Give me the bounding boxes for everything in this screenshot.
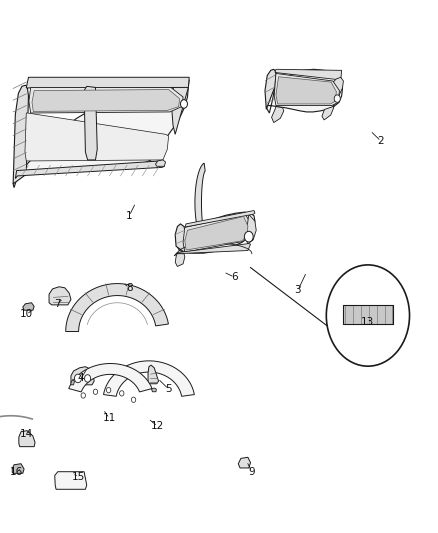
Text: 1: 1 xyxy=(126,211,133,221)
Polygon shape xyxy=(12,464,24,473)
Polygon shape xyxy=(265,69,276,109)
Polygon shape xyxy=(176,212,255,253)
Polygon shape xyxy=(276,77,336,104)
Polygon shape xyxy=(13,86,188,188)
Circle shape xyxy=(106,387,111,393)
Polygon shape xyxy=(322,107,334,120)
Text: 8: 8 xyxy=(126,283,133,293)
Circle shape xyxy=(81,393,85,398)
Polygon shape xyxy=(26,77,189,88)
Polygon shape xyxy=(69,364,152,392)
Circle shape xyxy=(244,231,253,242)
Polygon shape xyxy=(84,86,97,160)
Text: 14: 14 xyxy=(20,430,33,439)
Polygon shape xyxy=(175,254,185,266)
Circle shape xyxy=(74,374,81,383)
Polygon shape xyxy=(155,160,166,166)
Polygon shape xyxy=(19,431,35,447)
Polygon shape xyxy=(183,214,251,252)
Polygon shape xyxy=(246,214,256,244)
Polygon shape xyxy=(275,69,342,80)
Polygon shape xyxy=(185,216,248,250)
Polygon shape xyxy=(343,305,393,324)
Polygon shape xyxy=(266,69,343,113)
Circle shape xyxy=(131,397,136,402)
Circle shape xyxy=(334,95,340,102)
Text: 13: 13 xyxy=(361,318,374,327)
Polygon shape xyxy=(23,303,34,310)
Polygon shape xyxy=(272,107,284,123)
Text: 15: 15 xyxy=(72,472,85,482)
Text: 9: 9 xyxy=(248,467,255,477)
Circle shape xyxy=(326,265,410,366)
Polygon shape xyxy=(25,113,169,161)
Text: 12: 12 xyxy=(151,422,164,431)
Polygon shape xyxy=(66,284,169,332)
Polygon shape xyxy=(174,244,251,256)
Polygon shape xyxy=(55,472,87,489)
Polygon shape xyxy=(29,87,183,113)
Circle shape xyxy=(180,100,187,108)
Polygon shape xyxy=(195,163,205,238)
Circle shape xyxy=(120,391,124,396)
Circle shape xyxy=(93,389,98,394)
Text: 2: 2 xyxy=(378,136,385,146)
Text: 16: 16 xyxy=(10,467,23,477)
Circle shape xyxy=(85,375,91,382)
Polygon shape xyxy=(274,74,339,106)
Text: 6: 6 xyxy=(231,272,238,282)
Polygon shape xyxy=(175,224,187,253)
Polygon shape xyxy=(148,365,159,384)
Text: 11: 11 xyxy=(103,414,116,423)
Polygon shape xyxy=(71,379,74,385)
Text: 5: 5 xyxy=(165,384,172,394)
Polygon shape xyxy=(13,85,28,184)
Polygon shape xyxy=(332,77,343,107)
Polygon shape xyxy=(152,388,156,392)
Polygon shape xyxy=(49,287,71,305)
Polygon shape xyxy=(103,361,194,397)
Polygon shape xyxy=(32,90,180,111)
Text: 10: 10 xyxy=(20,310,33,319)
Polygon shape xyxy=(15,161,164,179)
Text: 7: 7 xyxy=(53,299,60,309)
Polygon shape xyxy=(238,457,251,468)
Polygon shape xyxy=(71,367,94,385)
Polygon shape xyxy=(185,211,255,227)
Polygon shape xyxy=(171,79,189,134)
Text: 4: 4 xyxy=(78,374,85,383)
Text: 3: 3 xyxy=(294,286,301,295)
